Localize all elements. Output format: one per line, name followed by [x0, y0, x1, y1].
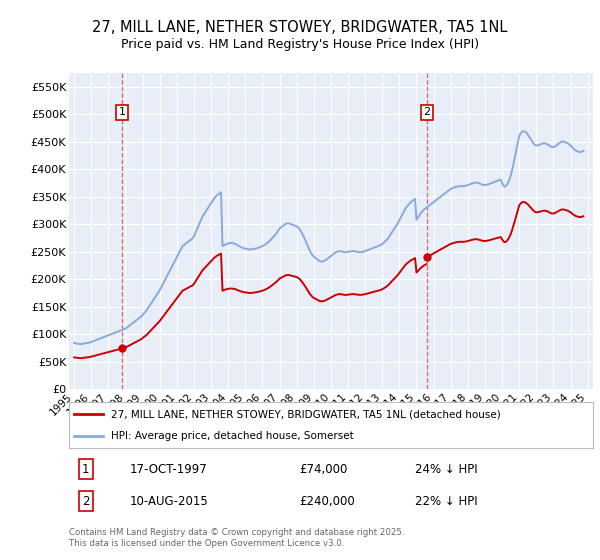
Text: 17-OCT-1997: 17-OCT-1997: [129, 463, 207, 475]
Text: 22% ↓ HPI: 22% ↓ HPI: [415, 494, 478, 508]
Text: £240,000: £240,000: [299, 494, 355, 508]
Text: 27, MILL LANE, NETHER STOWEY, BRIDGWATER, TA5 1NL (detached house): 27, MILL LANE, NETHER STOWEY, BRIDGWATER…: [111, 409, 500, 419]
Text: 1: 1: [118, 108, 125, 118]
Text: 27, MILL LANE, NETHER STOWEY, BRIDGWATER, TA5 1NL: 27, MILL LANE, NETHER STOWEY, BRIDGWATER…: [92, 20, 508, 35]
Text: £74,000: £74,000: [299, 463, 348, 475]
Text: 1: 1: [82, 463, 89, 475]
Text: 10-AUG-2015: 10-AUG-2015: [129, 494, 208, 508]
Text: 2: 2: [424, 108, 430, 118]
Text: HPI: Average price, detached house, Somerset: HPI: Average price, detached house, Some…: [111, 431, 353, 441]
Text: Contains HM Land Registry data © Crown copyright and database right 2025.
This d: Contains HM Land Registry data © Crown c…: [69, 528, 404, 548]
Text: Price paid vs. HM Land Registry's House Price Index (HPI): Price paid vs. HM Land Registry's House …: [121, 38, 479, 50]
Text: 2: 2: [82, 494, 89, 508]
Text: 24% ↓ HPI: 24% ↓ HPI: [415, 463, 478, 475]
